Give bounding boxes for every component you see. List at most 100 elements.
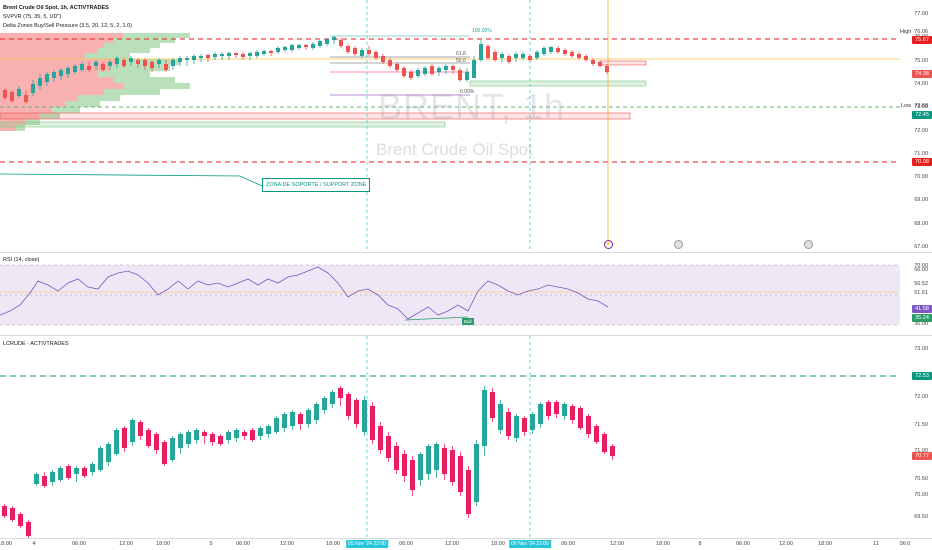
- main-candle-body: [430, 66, 434, 74]
- price-tick: 69.00: [914, 197, 928, 204]
- lcrude-candle-body: [498, 404, 503, 430]
- lcrude-candle-body: [234, 430, 239, 438]
- main-candle-body: [108, 62, 112, 66]
- lcrude-candle-body: [530, 414, 535, 430]
- volume-profile-sell-bar: [0, 33, 124, 38]
- lcrude-candle-body: [410, 460, 415, 490]
- volume-profile-sell-bar: [0, 38, 114, 43]
- rsi-canvas[interactable]: [0, 253, 900, 335]
- main-candle-body: [234, 53, 238, 55]
- lcrude-candle-body: [10, 508, 15, 520]
- main-candle-body: [423, 68, 427, 74]
- main-candle-body: [31, 84, 35, 93]
- support-zone-label[interactable]: ZONA DE SOPORTE / SUPPORT ZONE: [262, 178, 371, 192]
- lcrude-canvas[interactable]: [0, 336, 900, 538]
- time-axis[interactable]: 18:00 4 06:00 12:00 18:00 5 06:00 12:00 18:00 06:…: [0, 538, 932, 550]
- fib-100-label: 100.00%: [472, 28, 492, 34]
- lcrude-axis[interactable]: 73.00 72.53 72.00 71.50 71.00 70.50 70.00 69.50: [900, 336, 932, 538]
- watermark-name: Brent Crude Oil Spot: [376, 140, 533, 159]
- main-candle-body: [500, 54, 504, 58]
- main-candle-body: [465, 72, 469, 80]
- price-tick: 66.00: [914, 267, 928, 274]
- main-candle-body: [451, 66, 455, 70]
- lcrude-candle-body: [290, 412, 295, 426]
- lcrude-tick: 70.50: [914, 476, 928, 482]
- price-tick: 68.00: [914, 220, 928, 227]
- volume-profile-sell-bar: [0, 48, 98, 53]
- volume-profile-buy-bar: [16, 125, 25, 131]
- flag-event-icon[interactable]: [674, 240, 683, 249]
- lcrude-candle-body: [450, 450, 455, 482]
- pane-separator-2[interactable]: [0, 335, 932, 336]
- fib-618-label: 61.8: [456, 51, 466, 57]
- main-price-axis[interactable]: 77.0076.0075.0074.0073.0072.0071.0070.00…: [900, 0, 932, 273]
- main-candle-body: [164, 64, 168, 70]
- lcrude-candle-body: [106, 444, 111, 462]
- main-candle-body: [248, 53, 252, 56]
- main-candle-body: [276, 48, 280, 52]
- price-tick: 70.00: [914, 174, 928, 181]
- main-candle-body: [535, 52, 539, 58]
- rsi-line: [0, 266, 609, 320]
- pane-separator[interactable]: [0, 252, 932, 253]
- main-candle-body: [17, 89, 21, 96]
- indicator-svpvr[interactable]: SVPVR (75, 35, 5, UD"): [3, 14, 62, 20]
- rsi-tick: 70.00: [914, 263, 928, 269]
- main-candle-body: [570, 52, 574, 56]
- lcrude-candle-body: [314, 404, 319, 420]
- time-tick: 12:00: [610, 541, 624, 547]
- lcrude-pane[interactable]: [0, 336, 900, 538]
- lcrude-candle-body: [538, 404, 543, 424]
- main-candle-body: [346, 46, 350, 52]
- lcrude-candle-body: [426, 446, 431, 474]
- lcrude-candle-body: [522, 418, 527, 432]
- flag-event-icon-2[interactable]: [804, 240, 813, 249]
- time-tick: 18:00: [818, 541, 832, 547]
- main-candle-body: [388, 60, 392, 66]
- price-badge-75-67: 75.67: [912, 36, 932, 44]
- main-candle-body: [549, 47, 553, 52]
- main-candle-body: [45, 74, 49, 82]
- main-candle-body: [528, 56, 532, 60]
- volume-profile-buy-bar: [113, 38, 175, 43]
- rsi-bull-tag: Bull: [462, 318, 474, 325]
- lcrude-candle-body: [114, 430, 119, 454]
- lcrude-title[interactable]: LCRUDE · ACTIVTRADES: [3, 341, 69, 347]
- main-candle-body: [556, 48, 560, 52]
- time-tick: 18:00: [0, 541, 12, 547]
- volume-profile-buy-bar: [110, 65, 170, 71]
- rsi-title[interactable]: RSI (14, close): [3, 257, 40, 263]
- main-candle-body: [122, 60, 126, 66]
- indicator-delta-zones[interactable]: Delta Zones Buy/Sell Pressure (3.5, 20, …: [3, 23, 133, 29]
- high-value: 76.06: [914, 29, 928, 35]
- lcrude-candle-body: [170, 438, 175, 460]
- event-marker-icon[interactable]: ⚡: [604, 240, 613, 249]
- main-candle-body: [143, 60, 147, 66]
- lcrude-candle-body: [98, 448, 103, 470]
- main-candle-body: [416, 70, 420, 76]
- time-tick: 12:00: [779, 541, 793, 547]
- main-candle-body: [101, 64, 105, 70]
- main-candle-body: [185, 58, 189, 60]
- rsi-pane[interactable]: [0, 253, 900, 335]
- lcrude-candle-body: [194, 430, 199, 440]
- lcrude-candle-body: [202, 432, 207, 436]
- lcrude-candle-body: [474, 444, 479, 502]
- lcrude-candle-body: [210, 434, 215, 442]
- volume-profile-buy-bar: [65, 101, 100, 107]
- main-candle-body: [241, 54, 245, 57]
- lcrude-candle-body: [594, 426, 599, 442]
- time-tick: 11: [873, 541, 879, 547]
- lcrude-candle-body: [546, 402, 551, 416]
- symbol-title[interactable]: Brent Crude Oil Spot, 1h, ACTIVTRADES: [3, 5, 109, 11]
- main-candle-body: [444, 66, 448, 70]
- lcrude-candle-body: [394, 446, 399, 470]
- main-candle-body: [136, 60, 140, 64]
- volume-profile-sell-bar: [0, 113, 39, 119]
- lcrude-tick: 73.00: [914, 346, 928, 352]
- rsi-divergence-line: [404, 316, 469, 321]
- main-chart-pane[interactable]: [0, 0, 900, 252]
- main-chart-canvas[interactable]: [0, 0, 900, 252]
- time-tick: 12:00: [119, 541, 133, 547]
